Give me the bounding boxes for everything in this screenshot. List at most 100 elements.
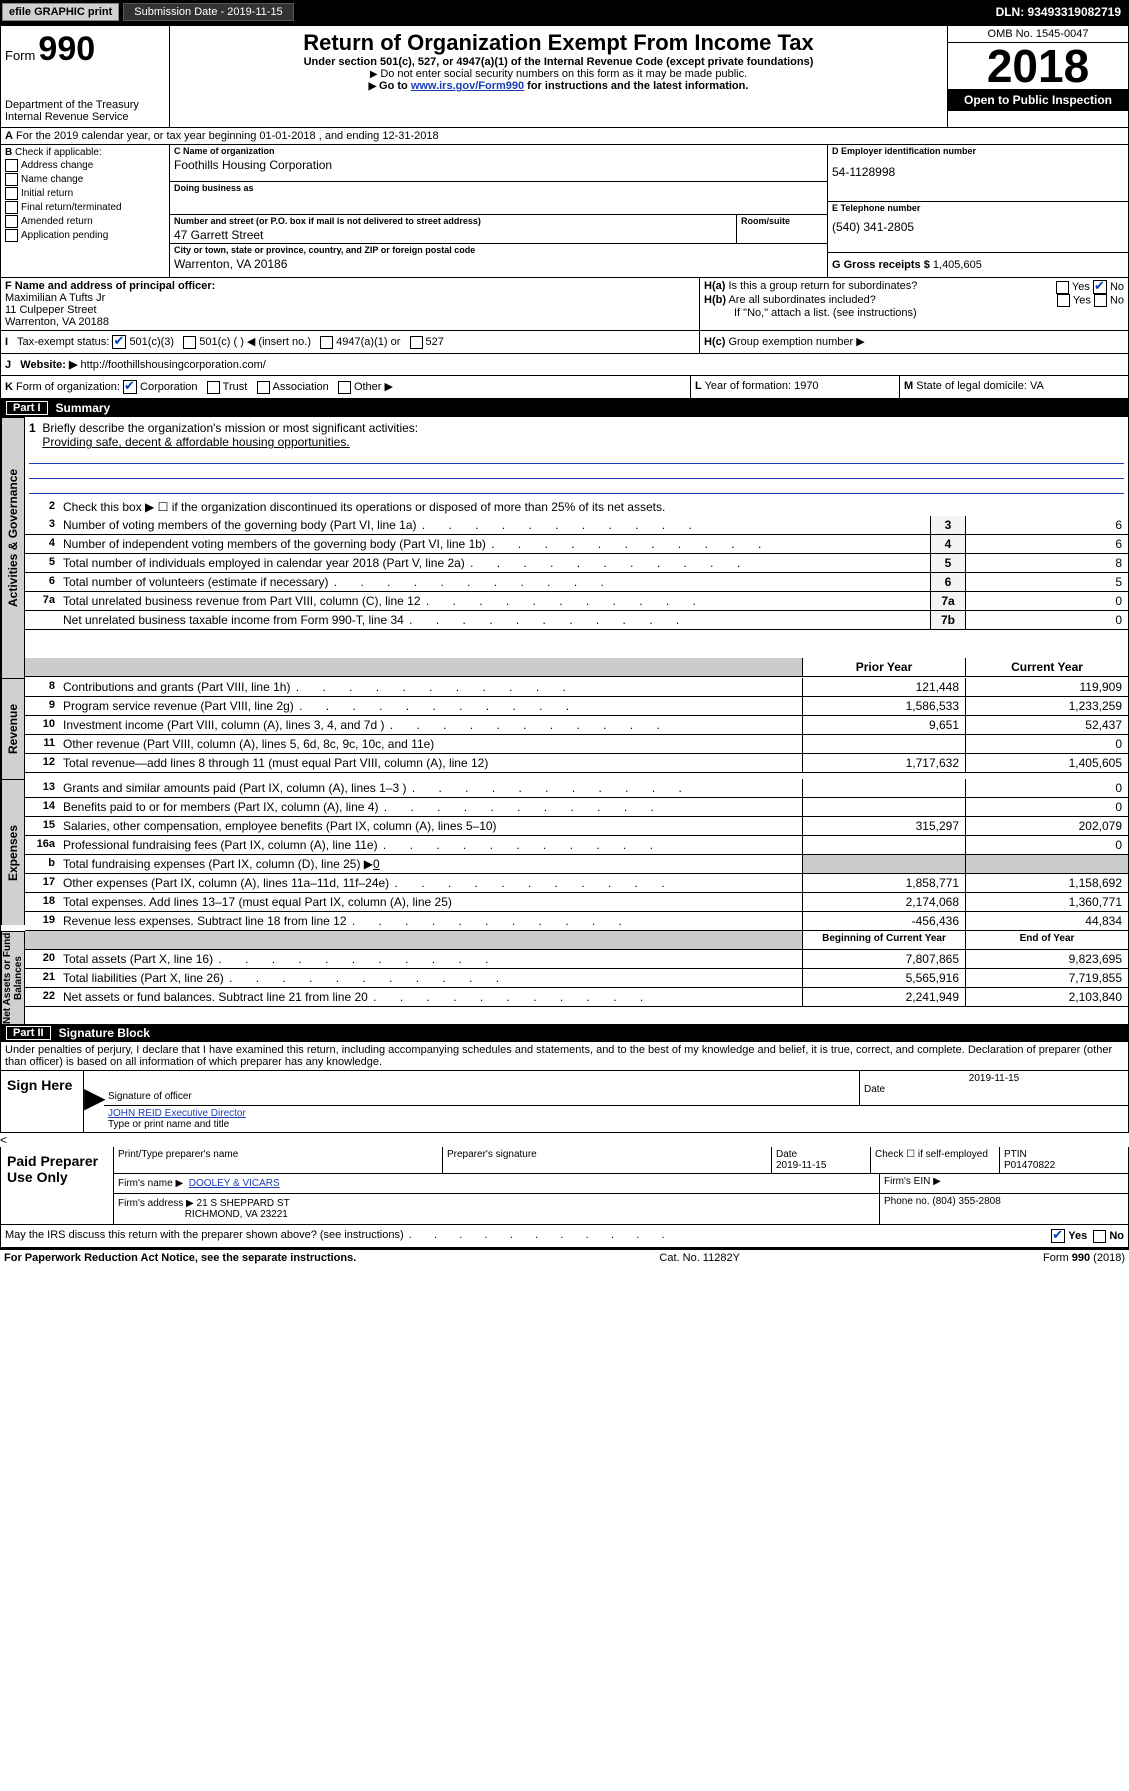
top-bar: efile GRAPHIC print Submission Date - 20… — [0, 0, 1129, 24]
klm-row: K Form of organization: Corporation Trus… — [0, 376, 1129, 399]
l16b: Total fundraising expenses (Part IX, col… — [59, 855, 802, 873]
h-note: If "No," attach a list. (see instruction… — [704, 307, 1124, 319]
py13 — [802, 779, 965, 797]
perjury-declaration: Under penalties of perjury, I declare th… — [0, 1042, 1129, 1071]
form-title: Return of Organization Exempt From Incom… — [174, 30, 943, 56]
v5: 8 — [965, 554, 1128, 572]
firm-addr2: RICHMOND, VA 23221 — [185, 1209, 288, 1220]
submission-date-button[interactable]: Submission Date - 2019-11-15 — [123, 3, 293, 21]
l5-text: Total number of individuals employed in … — [59, 554, 930, 572]
sign-here-row: Sign Here ▶ Signature of officer 2019-11… — [0, 1071, 1129, 1133]
form-header: Form 990 Department of the Treasury Inte… — [0, 24, 1129, 128]
sidelabel-revenue: Revenue — [1, 678, 25, 779]
officer-signed-name[interactable]: JOHN REID Executive Director — [108, 1108, 246, 1119]
j-row: J Website: ▶ http://foothillshousingcorp… — [0, 354, 1129, 376]
v7a: 0 — [965, 592, 1128, 610]
expenses-section: Expenses 13Grants and similar amounts pa… — [0, 779, 1129, 931]
l20: Total assets (Part X, line 16) — [59, 950, 802, 968]
cy20: 9,823,695 — [965, 950, 1128, 968]
eoy-hdr: End of Year — [965, 931, 1128, 949]
l4-text: Number of independent voting members of … — [59, 535, 930, 553]
i-501c3-cb[interactable] — [112, 335, 126, 349]
firm-ein-lbl: Firm's EIN ▶ — [879, 1174, 1128, 1193]
l19: Revenue less expenses. Subtract line 18 … — [59, 912, 802, 930]
i-527-cb[interactable] — [410, 336, 423, 349]
part1-title: Summary — [56, 401, 111, 415]
k-trust-cb[interactable] — [207, 381, 220, 394]
l7b-text: Net unrelated business taxable income fr… — [59, 611, 930, 629]
ha-label: Is this a group return for subordinates? — [728, 280, 917, 292]
efile-button[interactable]: efile GRAPHIC print — [2, 3, 119, 21]
k-corp-cb[interactable] — [123, 380, 137, 394]
cy9: 1,233,259 — [965, 697, 1128, 715]
cy11: 0 — [965, 735, 1128, 753]
ptin-val: P01470822 — [1004, 1160, 1055, 1171]
prep-name-lbl: Print/Type preparer's name — [114, 1147, 442, 1173]
i-501c-cb[interactable] — [183, 336, 196, 349]
f-h-row: F Name and address of principal officer:… — [0, 278, 1129, 331]
ha-yes-cb[interactable] — [1056, 281, 1069, 294]
cy22: 2,103,840 — [965, 988, 1128, 1006]
m-label: State of legal domicile: — [916, 380, 1027, 392]
sidelabel-expenses: Expenses — [1, 779, 25, 925]
form990-link[interactable]: www.irs.gov/Form990 — [411, 80, 524, 92]
discuss-yes-cb[interactable] — [1051, 1229, 1065, 1243]
sign-arrow-icon: ▶ — [84, 1071, 104, 1132]
self-emp-lbl: Check ☐ if self-employed — [870, 1147, 999, 1173]
goto-text-2: for instructions and the latest informat… — [527, 80, 748, 92]
part2-num: Part II — [6, 1026, 51, 1040]
officer-addr1: 11 Culpeper Street — [5, 304, 97, 316]
py22: 2,241,949 — [802, 988, 965, 1006]
v6: 5 — [965, 573, 1128, 591]
discuss-no-cb[interactable] — [1093, 1230, 1106, 1243]
hb-no-cb[interactable] — [1094, 294, 1107, 307]
cb-application-pending[interactable]: Application pending — [5, 229, 165, 242]
firm-phone: (804) 355-2808 — [932, 1196, 1000, 1207]
v7b: 0 — [965, 611, 1128, 629]
type-name-label: Type or print name and title — [108, 1119, 229, 1130]
e-phone-label: E Telephone number — [828, 202, 1128, 214]
py19: -456,436 — [802, 912, 965, 930]
firm-name[interactable]: DOOLEY & VICARS — [189, 1178, 280, 1189]
py21: 5,565,916 — [802, 969, 965, 987]
cy10: 52,437 — [965, 716, 1128, 734]
l16a: Professional fundraising fees (Part IX, … — [59, 836, 802, 854]
v4: 6 — [965, 535, 1128, 553]
form-number: 990 — [38, 30, 95, 68]
k-other-cb[interactable] — [338, 381, 351, 394]
cb-initial-return[interactable]: Initial return — [5, 187, 165, 200]
py9: 1,586,533 — [802, 697, 965, 715]
l22: Net assets or fund balances. Subtract li… — [59, 988, 802, 1006]
cb-final-return[interactable]: Final return/terminated — [5, 201, 165, 214]
cy14: 0 — [965, 798, 1128, 816]
dln-label: DLN: 93493319082719 — [988, 5, 1129, 19]
phone-value: (540) 341-2805 — [828, 214, 1128, 235]
i-row: I Tax-exempt status: 501(c)(3) 501(c) ( … — [0, 331, 1129, 354]
l21: Total liabilities (Part X, line 26) — [59, 969, 802, 987]
hb-yes-cb[interactable] — [1057, 294, 1070, 307]
form-word: Form — [5, 48, 35, 63]
py15: 315,297 — [802, 817, 965, 835]
k-assoc-cb[interactable] — [257, 381, 270, 394]
city-state-zip: Warrenton, VA 20186 — [170, 256, 827, 272]
part2-bar: Part II Signature Block — [0, 1024, 1129, 1042]
cb-name-change[interactable]: Name change — [5, 173, 165, 186]
sig-officer-label: Signature of officer — [108, 1091, 855, 1102]
cb-address-change[interactable]: Address change — [5, 159, 165, 172]
cb-amended-return[interactable]: Amended return — [5, 215, 165, 228]
org-name: Foothills Housing Corporation — [170, 157, 827, 173]
i-4947-cb[interactable] — [320, 336, 333, 349]
boc-hdr: Beginning of Current Year — [802, 931, 965, 949]
prior-year-hdr: Prior Year — [802, 658, 965, 676]
subtitle-2: Do not enter social security numbers on … — [174, 68, 943, 80]
sidelabel-ag: Activities & Governance — [1, 417, 25, 658]
discuss-row: May the IRS discuss this return with the… — [0, 1225, 1129, 1248]
subtitle-1: Under section 501(c), 527, or 4947(a)(1)… — [174, 56, 943, 68]
cy15: 202,079 — [965, 817, 1128, 835]
paid-preparer-label: Paid Preparer Use Only — [1, 1147, 114, 1224]
cy8: 119,909 — [965, 678, 1128, 696]
l6-text: Total number of volunteers (estimate if … — [59, 573, 930, 591]
py10: 9,651 — [802, 716, 965, 734]
ha-no-cb[interactable] — [1093, 280, 1107, 294]
addr-label: Number and street (or P.O. box if mail i… — [170, 215, 736, 227]
